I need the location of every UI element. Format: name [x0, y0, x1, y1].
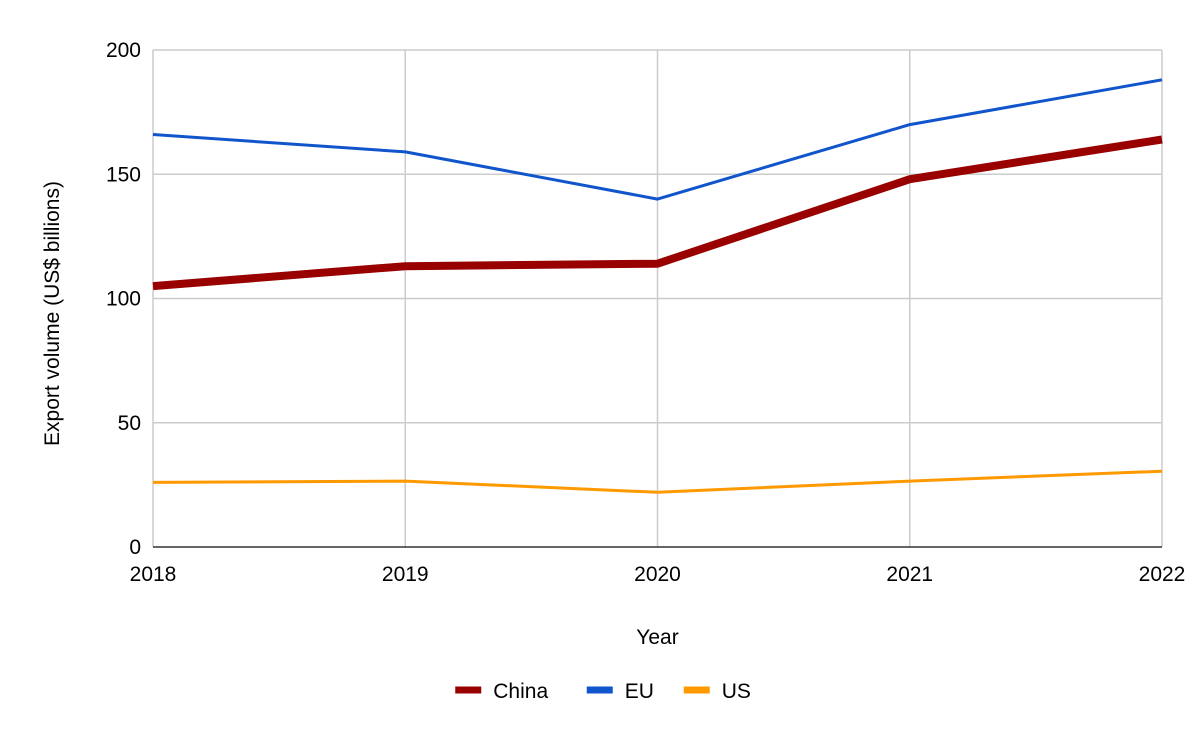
y-axis-title: Export volume (US$ billions): [41, 181, 64, 446]
y-tick-label: 0: [129, 536, 141, 559]
x-tick-label: 2020: [634, 563, 681, 586]
legend-label-china: China: [493, 680, 548, 703]
grid-layer: [152, 49, 1163, 547]
x-tick-label: 2018: [130, 563, 177, 586]
x-axis-title: Year: [636, 626, 678, 649]
y-tick-label: 200: [106, 39, 141, 62]
axis-layer: 0 50 100 150 200 2018 2019 2020 2021 2022: [106, 39, 1185, 586]
legend-label-eu: EU: [625, 680, 654, 703]
y-tick-label: 100: [106, 288, 141, 311]
legend: China EU US: [455, 680, 751, 703]
y-tick-label: 150: [106, 163, 141, 186]
series-line-us: [152, 469, 1163, 494]
series-line-china: [152, 135, 1163, 291]
series-line-eu: [152, 78, 1163, 201]
y-tick-label: 50: [118, 412, 141, 435]
legend-label-us: US: [722, 680, 751, 703]
x-tick-label: 2019: [382, 563, 429, 586]
x-tick-label: 2022: [1139, 563, 1186, 586]
series-layer: [152, 78, 1163, 494]
x-tick-label: 2021: [886, 563, 933, 586]
